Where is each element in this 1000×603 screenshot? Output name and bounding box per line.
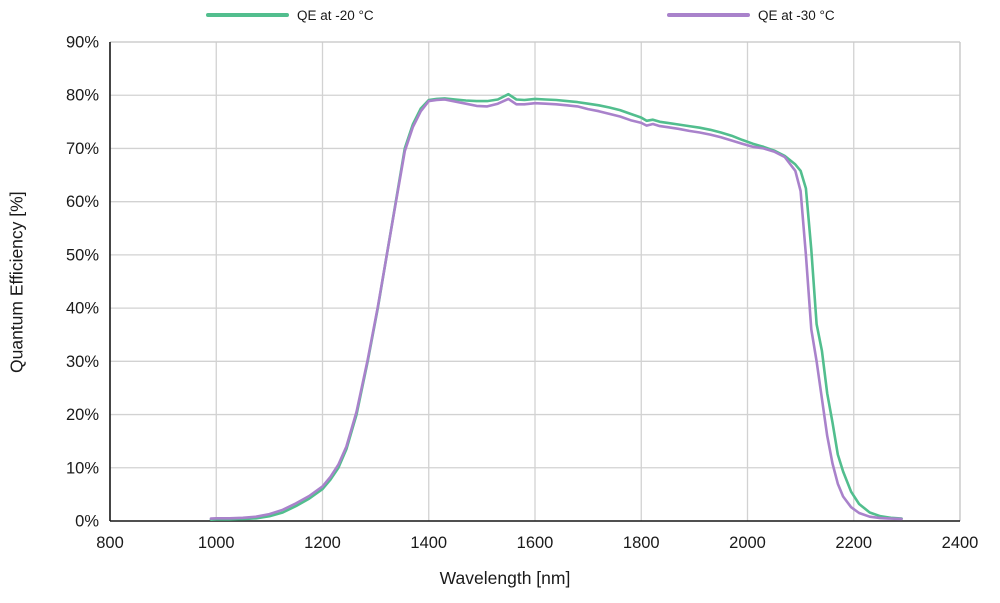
x-tick-label: 1800 — [623, 534, 660, 552]
legend-line-icon-purple — [667, 13, 750, 17]
y-tick-label: 60% — [66, 193, 99, 211]
series-line-0 — [209, 92, 903, 522]
x-tick-label: 2400 — [942, 534, 979, 552]
x-tick-label: 1600 — [517, 534, 554, 552]
y-tick-label: 70% — [66, 140, 99, 158]
legend-item-qe-minus-20: QE at -20 °C — [206, 0, 374, 30]
x-tick-label: 1200 — [304, 534, 341, 552]
x-tick-label: 800 — [96, 534, 124, 552]
y-tick-label: 80% — [66, 87, 99, 105]
y-tick-label: 30% — [66, 353, 99, 371]
y-tick-label: 40% — [66, 300, 99, 318]
x-tick-label: 2200 — [835, 534, 872, 552]
legend-item-qe-minus-30: QE at -30 °C — [667, 0, 835, 30]
x-tick-label: 1400 — [410, 534, 447, 552]
legend: QE at -20 °C QE at -30 °C — [0, 0, 1000, 30]
series-line-1 — [209, 97, 903, 521]
y-tick-label: 0% — [75, 513, 99, 531]
y-tick-label: 50% — [66, 246, 99, 264]
legend-line-icon-green — [206, 13, 289, 17]
x-axis-title: Wavelength [nm] — [439, 568, 571, 588]
x-tick-label: 1000 — [198, 534, 235, 552]
legend-label-qe-minus-30: QE at -30 °C — [758, 7, 835, 23]
legend-label-qe-minus-20: QE at -20 °C — [297, 7, 374, 23]
y-tick-label: 10% — [66, 459, 99, 477]
y-tick-label: 20% — [66, 406, 99, 424]
y-tick-label: 90% — [66, 34, 99, 52]
x-tick-label: 2000 — [729, 534, 766, 552]
